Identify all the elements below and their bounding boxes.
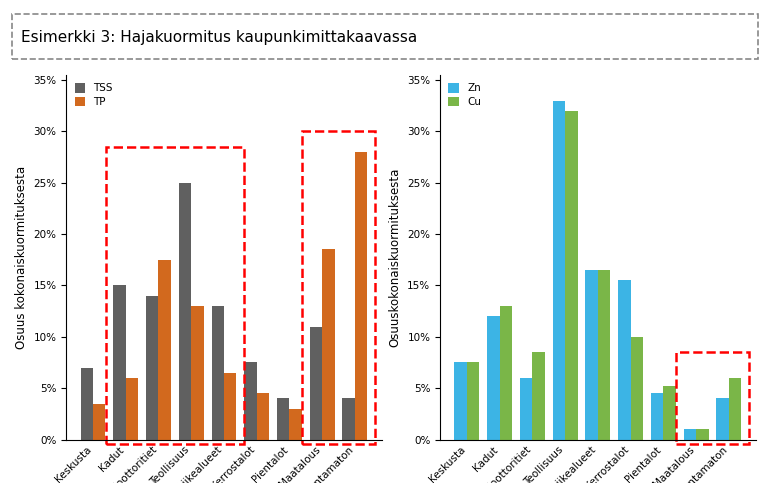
Bar (619, 280, 631, 440)
Bar (125, 378, 138, 440)
Text: Esimerkki 3: Hajakuormitus kaupunkimittakaavassa: Esimerkki 3: Hajakuormitus kaupunkimitta… (21, 30, 418, 45)
Bar (158, 260, 171, 440)
Bar (80, 368, 93, 440)
Bar (565, 111, 577, 440)
Bar (343, 398, 355, 440)
Bar (245, 362, 257, 440)
Bar (552, 100, 565, 440)
Legend: Zn, Cu: Zn, Cu (446, 80, 485, 110)
Bar (310, 327, 323, 440)
Bar (12, 14, 758, 59)
Bar (454, 362, 467, 440)
Bar (520, 378, 532, 440)
Bar (664, 386, 676, 440)
Bar (277, 398, 290, 440)
Bar (290, 409, 302, 440)
Bar (467, 362, 479, 440)
Bar (651, 393, 664, 440)
Bar (499, 306, 512, 440)
Bar (178, 183, 191, 440)
Bar (323, 250, 335, 440)
Bar (113, 285, 125, 440)
Bar (212, 306, 224, 440)
Bar (729, 378, 742, 440)
Bar (191, 306, 203, 440)
Bar (487, 316, 499, 440)
Bar (302, 131, 375, 444)
Legend: TSS, TP: TSS, TP (72, 80, 116, 110)
Bar (631, 337, 643, 440)
Bar (684, 429, 696, 440)
Bar (532, 352, 545, 440)
Bar (696, 429, 709, 440)
Y-axis label: Osuus kokonaiskuormituksesta: Osuus kokonaiskuormituksesta (15, 166, 28, 349)
Bar (106, 147, 244, 444)
Bar (146, 296, 158, 440)
Y-axis label: Osuuskokonaiskuormituksesta: Osuuskokonaiskuormituksesta (389, 168, 402, 347)
Bar (676, 352, 749, 444)
Bar (717, 398, 729, 440)
Bar (257, 393, 270, 440)
Bar (355, 152, 368, 440)
Bar (586, 270, 597, 440)
Bar (93, 404, 105, 440)
Bar (224, 373, 236, 440)
Bar (597, 270, 610, 440)
